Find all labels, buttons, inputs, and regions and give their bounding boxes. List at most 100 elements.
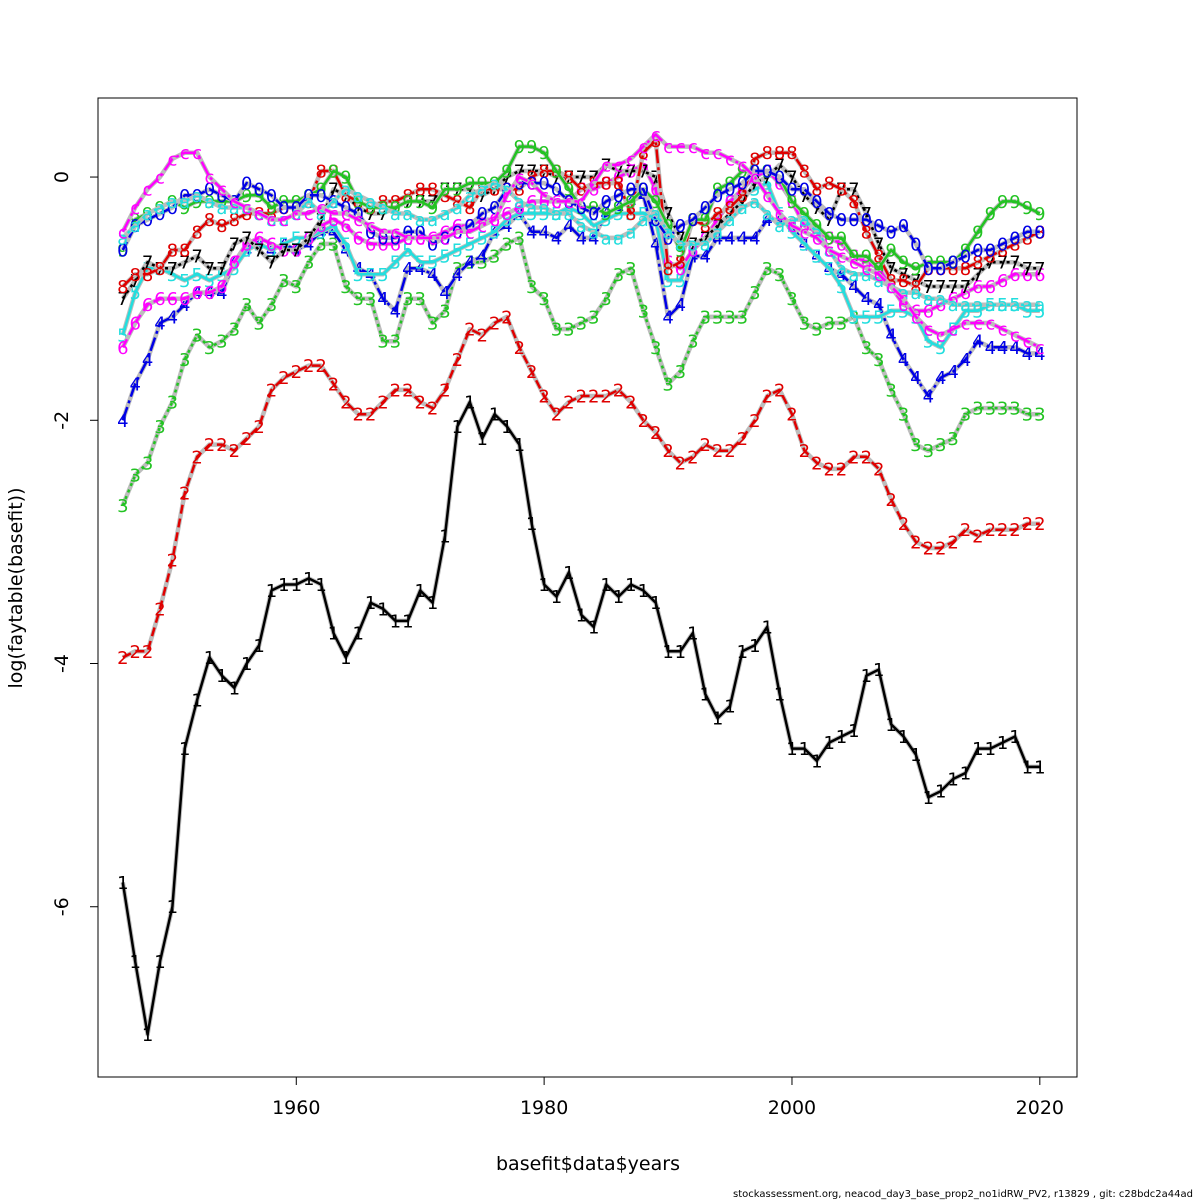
- series-2-point: 2: [229, 441, 240, 462]
- series-2-point: 2: [142, 642, 153, 663]
- series-2-point: 2: [848, 447, 859, 468]
- series-6-point: 6: [365, 234, 376, 255]
- series-3-point: 3: [253, 314, 264, 335]
- series-a-point: a: [452, 198, 463, 219]
- series-a-point: a: [898, 283, 909, 304]
- series-9-point: 9: [179, 198, 190, 219]
- series-c-point: c: [341, 204, 351, 225]
- series-5-point: 5: [365, 265, 376, 286]
- series-8-point: 8: [538, 162, 549, 183]
- series-4-point: 4: [836, 265, 847, 286]
- series-4-point: 4: [737, 228, 748, 249]
- x-axis-title: basefit$data$years: [496, 1153, 680, 1175]
- series-3-point: 3: [947, 429, 958, 450]
- series-3-point: 3: [910, 435, 921, 456]
- series-1-point: 1: [551, 587, 562, 608]
- series-5-point: 5: [811, 247, 822, 268]
- series-9-point: 9: [129, 210, 140, 231]
- series-6-point: 6: [947, 289, 958, 310]
- series-a-point: a: [402, 204, 413, 225]
- series-8-point: 8: [960, 259, 971, 280]
- series-3-point: 3: [786, 289, 797, 310]
- series-6-point: 6: [613, 168, 624, 189]
- series-a-point: a: [724, 210, 735, 231]
- series-9-point: 9: [266, 198, 277, 219]
- series-7-point: 7: [898, 265, 909, 286]
- series-7-point: 7: [774, 155, 785, 176]
- series-a-point: a: [638, 210, 649, 231]
- series-5-point: 5: [526, 204, 537, 225]
- series-1-point: 1: [675, 642, 686, 663]
- series-4-point: 4: [1009, 338, 1020, 359]
- series-5-point: 5: [898, 301, 909, 322]
- series-c-point: c: [985, 314, 995, 335]
- series-9-point: 9: [923, 253, 934, 274]
- series-9-point: 9: [501, 162, 512, 183]
- series-0-point: 0: [489, 198, 500, 219]
- series-3-point: 3: [365, 289, 376, 310]
- y-tick-label: -6: [51, 897, 73, 916]
- series-c-point: c: [762, 186, 772, 207]
- series-2-point: 2: [241, 429, 252, 450]
- footer-note: stockassessment.org, neacod_day3_base_pr…: [733, 1189, 1193, 1200]
- series-2-point: 2: [154, 599, 165, 620]
- series-0-point: 0: [600, 192, 611, 213]
- series-c-point: c: [601, 155, 611, 176]
- series-0-point: 0: [836, 210, 847, 231]
- series-c-point: c: [911, 307, 921, 328]
- series-3-point: 3: [576, 314, 587, 335]
- series-c-point: c: [143, 180, 153, 201]
- series-8-point: 8: [638, 143, 649, 164]
- series-1-point: 1: [117, 873, 128, 894]
- series-9-point: 9: [1034, 204, 1045, 225]
- series-2-point: 2: [390, 380, 401, 401]
- series-6-point: 6: [712, 210, 723, 231]
- series-0-point: 0: [204, 180, 215, 201]
- series-5-point: 5: [662, 271, 673, 292]
- series-1-point: 1: [786, 739, 797, 760]
- series-5-point: 5: [613, 204, 624, 225]
- series-7-point: 7: [328, 180, 339, 201]
- series-2-point: 2: [737, 429, 748, 450]
- series-5-point: 5: [588, 216, 599, 237]
- series-6-point: 6: [687, 241, 698, 262]
- series-9-point: 9: [191, 192, 202, 213]
- series-c-point: c: [638, 137, 648, 158]
- series-2-point: 2: [836, 459, 847, 480]
- series-4-point: 4: [885, 326, 896, 347]
- series-c-point: c: [787, 216, 797, 237]
- series-c-point: c: [378, 222, 388, 243]
- series-6-point: 6: [1034, 265, 1045, 286]
- series-9-point: 9: [291, 192, 302, 213]
- series-0-point: 0: [1022, 222, 1033, 243]
- series-5-point: 5: [291, 228, 302, 249]
- series-5-point: 5: [935, 338, 946, 359]
- series-5-point: 5: [960, 301, 971, 322]
- series-a-point: a: [972, 295, 983, 316]
- series-1-point: 1: [600, 575, 611, 596]
- series-6-point: 6: [191, 283, 202, 304]
- series-2-point: 2: [1022, 514, 1033, 535]
- series-4-point: 4: [1034, 344, 1045, 365]
- series-3-point: 3: [526, 277, 537, 298]
- series-9-point: 9: [650, 192, 661, 213]
- series-3-point: 3: [836, 314, 847, 335]
- series-0-point: 0: [266, 186, 277, 207]
- series-0-point: 0: [538, 174, 549, 195]
- series-2-point: 2: [266, 380, 277, 401]
- series-4-point: 4: [972, 332, 983, 353]
- series-7-point: 7: [662, 204, 673, 225]
- series-9-point: 9: [117, 241, 128, 262]
- series-2-point: 2: [377, 393, 388, 414]
- series-7-point: 7: [910, 271, 921, 292]
- series-5-point: 5: [675, 271, 686, 292]
- series-a-point: a: [799, 210, 810, 231]
- series-c-point: c: [329, 204, 339, 225]
- series-4-point: 4: [724, 228, 735, 249]
- series-7-point: 7: [179, 253, 190, 274]
- series-4-point: 4: [464, 253, 475, 274]
- series-3-point: 3: [414, 289, 425, 310]
- series-3-point: 3: [873, 350, 884, 371]
- series-9-point: 9: [861, 247, 872, 268]
- series-4-point: 4: [910, 368, 921, 389]
